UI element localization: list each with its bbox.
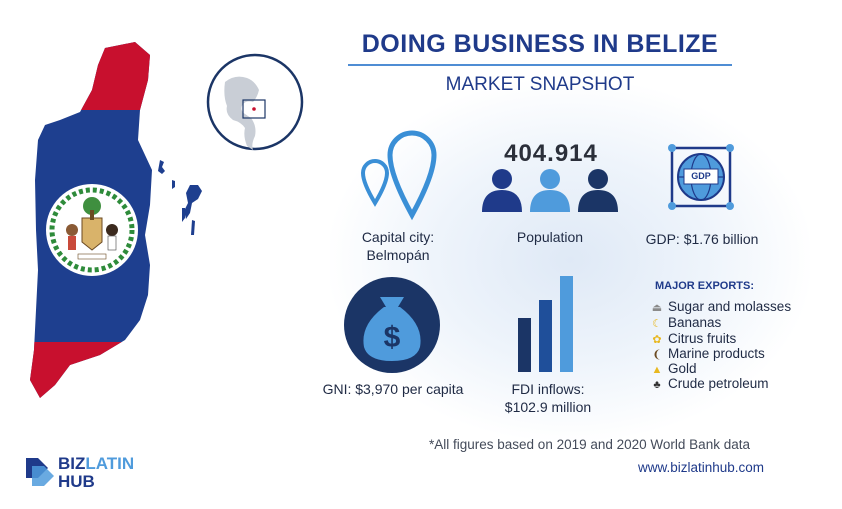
coat-of-arms-emblem — [46, 184, 138, 276]
capital-value: Belmopán — [366, 247, 430, 263]
export-item-bananas: ☾ Bananas — [650, 315, 721, 330]
logo-hub: HUB — [58, 472, 95, 491]
shrimp-icon: ❨ — [652, 349, 662, 361]
page-subtitle: MARKET SNAPSHOT — [445, 74, 635, 95]
gni-label: GNI: $3,970 per capita — [322, 381, 464, 397]
data-footnote: *All figures based on 2019 and 2020 Worl… — [429, 437, 750, 452]
gdp-globe-icon — [668, 144, 734, 210]
export-item-petroleum: ♣ Crude petroleum — [650, 376, 769, 391]
gdp-icon-text: GDP — [691, 171, 711, 181]
belize-flag-map — [30, 42, 202, 398]
export-item-marine: ❨ Marine products — [650, 346, 765, 361]
logo-mark-icon — [26, 458, 54, 486]
fdi-label: FDI inflows: — [511, 381, 585, 397]
bar-growth-icon — [518, 276, 573, 372]
export-label: Sugar and molasses — [668, 299, 792, 314]
title-divider — [348, 64, 732, 66]
svg-text:$: $ — [384, 321, 401, 354]
capital-label: Capital city: — [361, 229, 435, 245]
island-shape — [158, 160, 165, 174]
capital-caption: Capital city: Belmopán — [338, 228, 458, 264]
export-label: Citrus fruits — [668, 331, 737, 346]
sugar-icon: ⏏ — [651, 302, 663, 314]
export-label: Marine products — [668, 346, 765, 361]
fdi-value: $102.9 million — [504, 399, 592, 415]
logo-latin: LATIN — [85, 454, 135, 473]
export-item-sugar: ⏏ Sugar and molasses — [650, 299, 791, 314]
island-shape — [172, 180, 175, 189]
island-shape — [184, 185, 202, 219]
bizlatinhub-logo: BIZLATIN HUB — [20, 452, 170, 492]
page-title: DOING BUSINESS IN BELIZE — [361, 30, 719, 58]
exports-title: MAJOR EXPORTS: — [655, 280, 755, 292]
population-people-icon — [482, 169, 618, 212]
logo-biz: BIZ — [58, 454, 86, 473]
island-shape — [191, 220, 195, 235]
population-number: 404.914 — [504, 140, 598, 167]
fdi-caption: FDI inflows: $102.9 million — [488, 380, 608, 416]
oil-icon: ♣ — [653, 379, 661, 391]
gdp-label: GDP: $1.76 billion — [645, 231, 759, 247]
island-shape — [182, 208, 185, 222]
export-item-citrus: ✿ Citrus fruits — [650, 331, 736, 346]
website-link[interactable]: www.bizlatinhub.com — [638, 460, 765, 475]
money-bag-icon: $ — [344, 277, 440, 373]
export-label: Crude petroleum — [668, 376, 769, 391]
citrus-icon: ✿ — [652, 334, 662, 346]
export-label: Bananas — [668, 315, 722, 330]
population-label: Population — [516, 229, 584, 245]
export-label: Gold — [668, 361, 697, 376]
banana-icon: ☾ — [652, 318, 662, 330]
export-item-gold: ▲ Gold — [650, 361, 697, 376]
globe-location-icon — [206, 53, 304, 151]
gold-icon: ▲ — [651, 364, 663, 376]
location-pin-icon — [360, 130, 437, 221]
